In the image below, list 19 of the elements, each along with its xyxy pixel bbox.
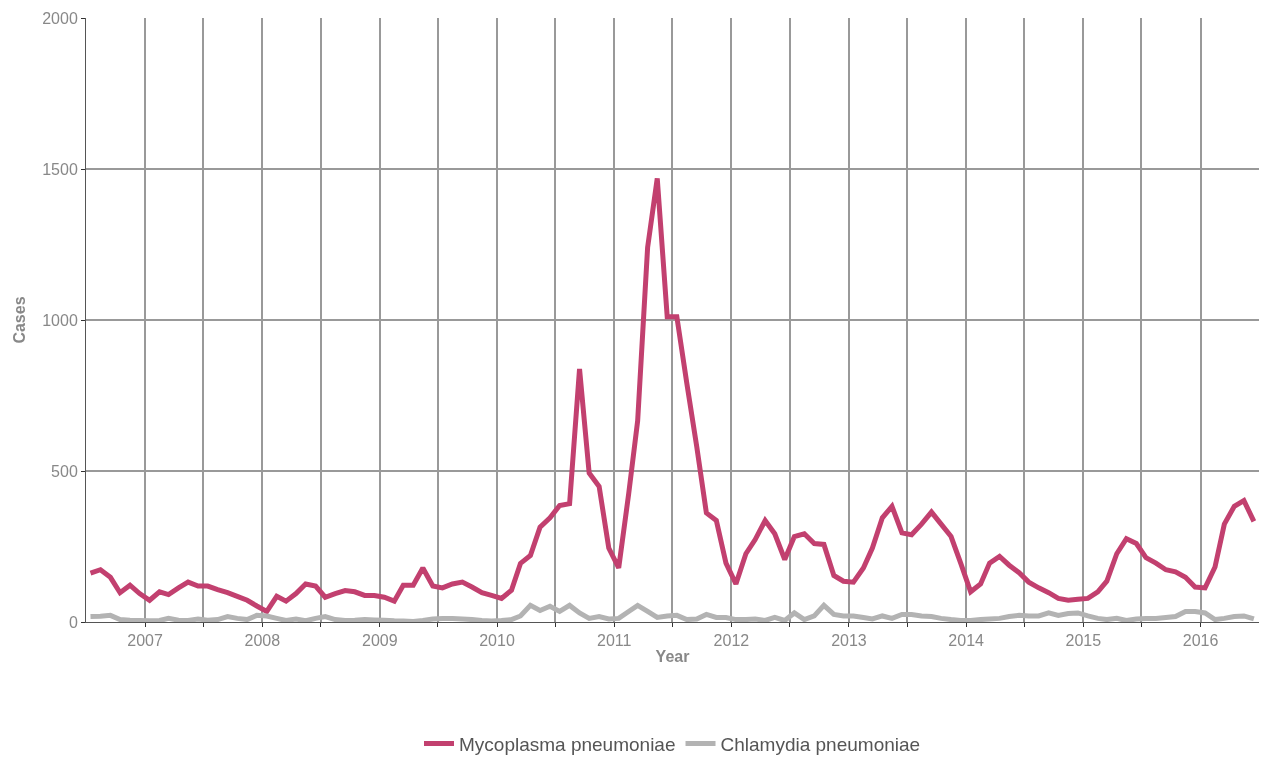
x-tick-label: 2016	[1182, 632, 1219, 650]
x-tick-label: 2015	[1065, 632, 1102, 650]
legend-label: Mycoplasma pneumoniae	[459, 733, 676, 755]
y-tick-label: 500	[51, 462, 78, 480]
x-tick-label: 2014	[948, 632, 985, 650]
x-tick-label: 2012	[713, 632, 750, 650]
x-tick-label: 2009	[362, 632, 398, 650]
y-axis-title: Cases	[11, 296, 29, 344]
y-tick-label: 1500	[42, 160, 78, 178]
y-tick-label: 2000	[42, 9, 78, 27]
x-tick-label: 2008	[244, 632, 281, 650]
x-axis-title: Year	[655, 647, 690, 665]
x-tick-label: 2013	[831, 632, 867, 650]
y-tick-label: 0	[68, 613, 78, 631]
y-tick-label: 1000	[42, 311, 78, 329]
x-tick-label: 2007	[127, 632, 163, 650]
legend-label: Chlamydia pneumoniae	[720, 733, 921, 755]
x-tick-label: 2011	[597, 632, 632, 650]
x-tick-label: 2010	[479, 632, 515, 650]
